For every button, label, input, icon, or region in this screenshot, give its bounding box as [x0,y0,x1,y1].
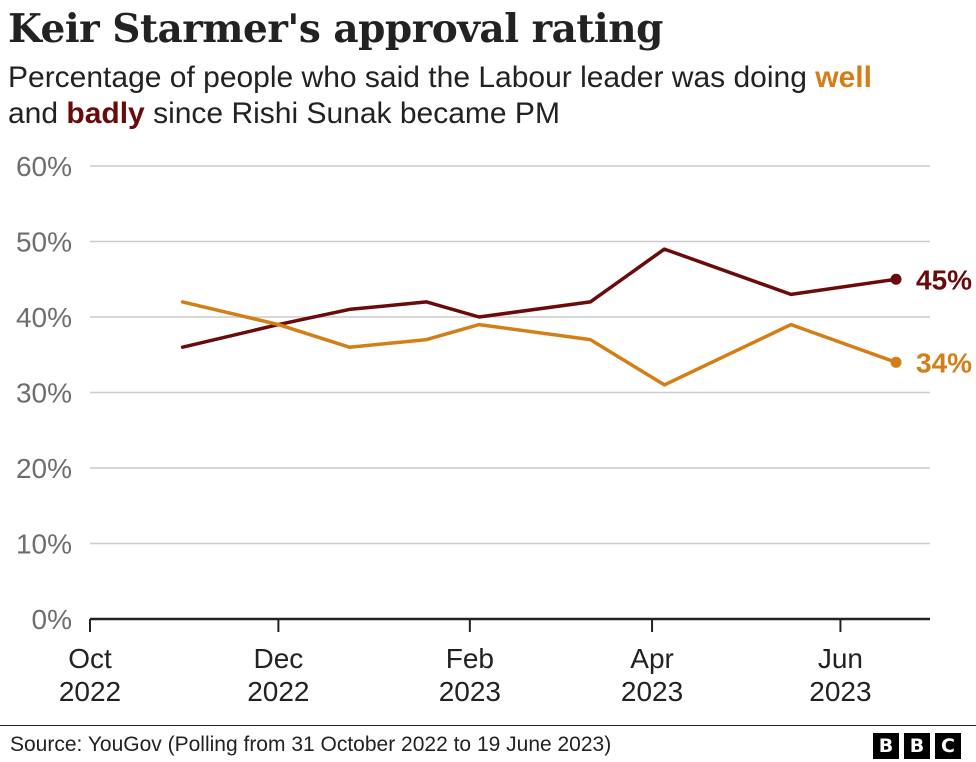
series-line-well [180,300,898,387]
x-tick-label-year: 2023 [621,676,683,707]
y-tick-label: 30% [16,378,72,409]
chart-title: Keir Starmer's approval rating [8,6,663,52]
x-tick-label-month: Jun [818,643,863,674]
source-note: Source: YouGov (Polling from 31 October … [10,733,612,756]
series-end-label-well: 34% [916,347,972,378]
bbc-logo-block-1: B [873,733,899,759]
x-tick-label-year: 2022 [247,676,309,707]
series-end-point-well [890,356,902,368]
y-tick-label: 40% [16,302,72,333]
y-tick-label: 0% [32,604,72,635]
bbc-logo-block-3: C [935,733,961,759]
x-tick-label-month: Oct [68,643,112,674]
subtitle-text-end: since Rishi Sunak became PM [144,97,560,130]
line-chart: 0%10%20%30%40%50%60%Oct2022Dec2022Feb202… [16,151,972,707]
chart-subtitle: Percentage of people who said the Labour… [8,60,908,132]
y-tick-label: 50% [16,227,72,258]
footer-divider [0,725,976,726]
subtitle-text-start: Percentage of people who said the Labour… [8,61,816,94]
x-tick-label-year: 2023 [809,676,871,707]
x-tick-label-month: Dec [253,643,303,674]
subtitle-badly-highlight: badly [66,97,145,130]
bbc-logo-block-2: B [904,733,930,759]
x-tick-label-year: 2022 [59,676,121,707]
series-line-badly [180,247,898,349]
x-tick-label-year: 2023 [439,676,501,707]
y-tick-label: 10% [16,529,72,560]
y-tick-label: 60% [16,151,72,182]
subtitle-text-mid: and [8,97,67,130]
x-tick-label-month: Apr [630,643,674,674]
series-end-label-badly: 45% [916,264,972,295]
y-tick-label: 20% [16,453,72,484]
subtitle-well-highlight: well [815,61,872,94]
x-tick-label-month: Feb [446,643,494,674]
series-end-point-badly [890,273,902,285]
